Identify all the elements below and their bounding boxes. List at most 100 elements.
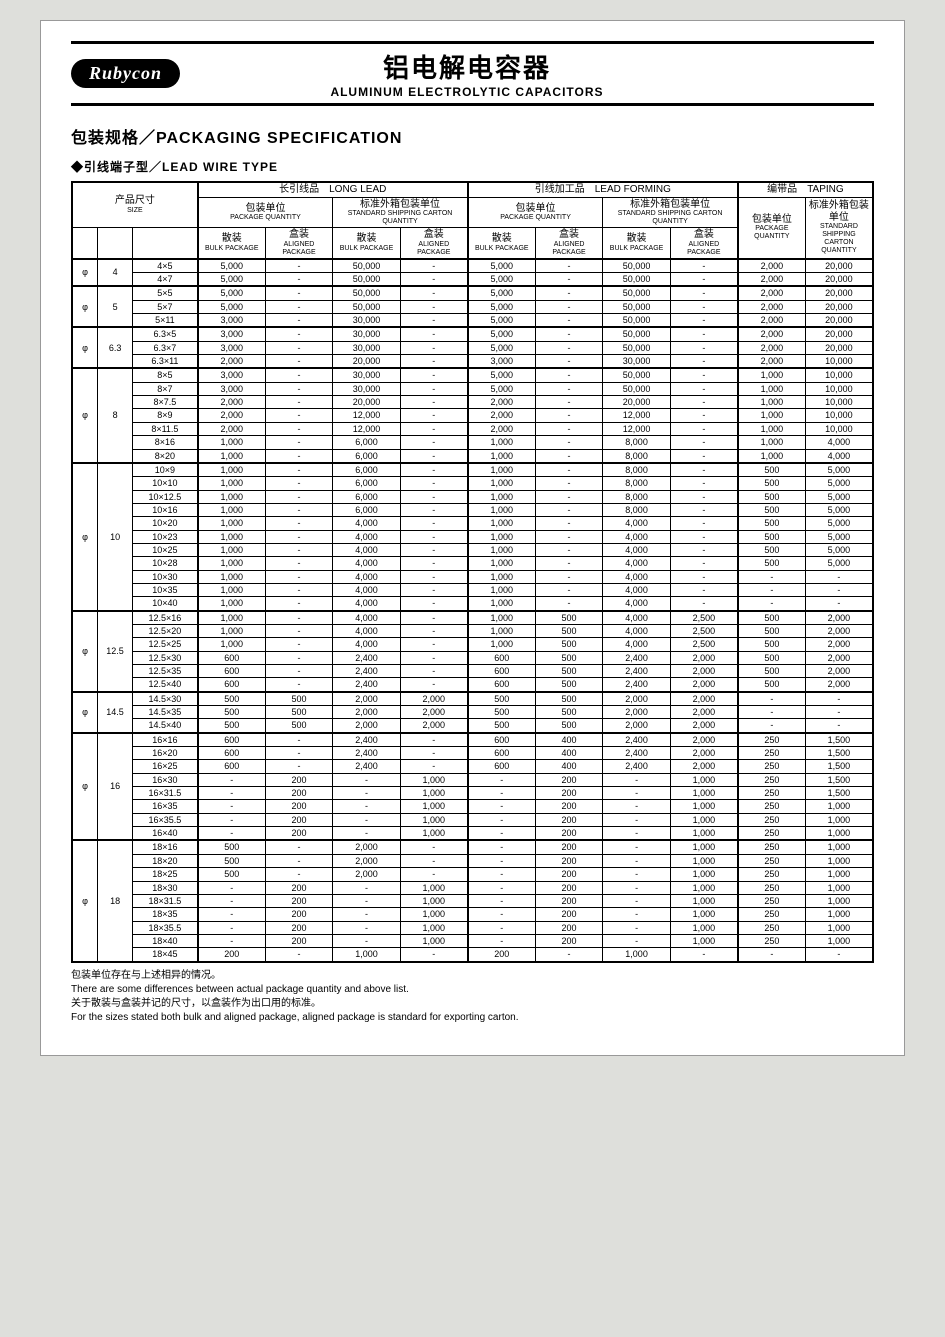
cell-value: - [670, 583, 738, 596]
table-row: 10×101,000-6,000-1,000-8,000-5005,000 [72, 477, 873, 490]
cell-value: - [333, 894, 401, 907]
cell-value: - [535, 314, 603, 328]
cell-phi: φ [72, 368, 98, 462]
cell-phi: φ [72, 327, 98, 368]
cell-size: 10×23 [133, 530, 198, 543]
hdr-align-en-4: ALIGNED PACKAGE [673, 241, 735, 257]
cell-value: - [670, 530, 738, 543]
cell-value: 1,000 [400, 773, 468, 786]
cell-value: - [738, 597, 806, 611]
cell-value: 1,000 [198, 583, 266, 596]
cell-value: - [400, 868, 468, 881]
cell-diameter: 5 [98, 286, 133, 327]
cell-value: 12,000 [603, 422, 671, 435]
cell-value: 500 [738, 678, 806, 692]
hdr-align-cn-1: 盒装 [268, 229, 331, 241]
cell-value: 10,000 [805, 422, 873, 435]
cell-value: - [400, 503, 468, 516]
cell-value: 2,000 [400, 706, 468, 719]
cell-value: - [265, 760, 333, 773]
hdr-leadform-en: LEAD FORMING [595, 184, 671, 195]
cell-value: 500 [738, 490, 806, 503]
cell-value: - [333, 934, 401, 947]
cell-value: 500 [738, 638, 806, 651]
table-row: 18×30-200-1,000-200-1,0002501,000 [72, 881, 873, 894]
sub-title: ◆引线端子型／LEAD WIRE TYPE [71, 158, 874, 175]
cell-size: 6.3×7 [133, 341, 198, 354]
cell-value: 500 [738, 624, 806, 637]
cell-value: - [670, 355, 738, 369]
cell-value: - [333, 813, 401, 826]
cell-value: 1,000 [400, 800, 468, 813]
cell-value: 1,000 [805, 840, 873, 854]
cell-value: - [400, 517, 468, 530]
table-row: 6.3×73,000-30,000-5,000-50,000-2,00020,0… [72, 341, 873, 354]
table-row: 12.5×30600-2,400-6005002,4002,0005002,00… [72, 651, 873, 664]
cell-value: 5,000 [805, 530, 873, 543]
cell-value: - [805, 570, 873, 583]
cell-value: 500 [468, 719, 536, 733]
cell-value: - [400, 463, 468, 477]
cell-value: 2,400 [603, 651, 671, 664]
cell-size: 12.5×20 [133, 624, 198, 637]
cell-value: - [535, 396, 603, 409]
cell-size: 18×35.5 [133, 921, 198, 934]
cell-value: - [468, 894, 536, 907]
cell-value: 4,000 [333, 583, 401, 596]
cell-size: 10×9 [133, 463, 198, 477]
cell-value: - [468, 881, 536, 894]
cell-value: 200 [535, 881, 603, 894]
hdr-bulk-cn-2: 散装 [335, 233, 398, 245]
cell-value: 3,000 [198, 327, 266, 341]
cell-value: - [400, 747, 468, 760]
cell-value: 12,000 [333, 409, 401, 422]
cell-value: 500 [738, 477, 806, 490]
cell-value: 600 [468, 665, 536, 678]
note-line: For the sizes stated both bulk and align… [71, 1011, 874, 1025]
cell-value: - [670, 948, 738, 962]
cell-value: - [805, 692, 873, 706]
cell-size: 10×20 [133, 517, 198, 530]
cell-value: 1,000 [738, 422, 806, 435]
cell-value: 500 [198, 840, 266, 854]
header-bar: Rubycon 铝电解电容器 ALUMINUM ELECTROLYTIC CAP… [71, 41, 874, 106]
cell-value: 2,400 [333, 651, 401, 664]
cell-value: 2,000 [738, 259, 806, 273]
cell-value: - [670, 368, 738, 382]
table-row: 8×73,000-30,000-5,000-50,000-1,00010,000 [72, 382, 873, 395]
cell-value: 500 [198, 854, 266, 867]
cell-value: - [400, 583, 468, 596]
cell-value: 200 [265, 787, 333, 800]
cell-value: - [535, 449, 603, 463]
cell-value: - [670, 436, 738, 449]
cell-value: 1,000 [333, 948, 401, 962]
table-row: φ44×55,000-50,000-5,000-50,000-2,00020,0… [72, 259, 873, 273]
cell-value: 250 [738, 773, 806, 786]
cell-value: 2,400 [603, 665, 671, 678]
cell-value: - [400, 422, 468, 435]
cell-value: - [400, 382, 468, 395]
cell-value: 600 [468, 651, 536, 664]
cell-value: - [670, 477, 738, 490]
cell-value: 1,000 [468, 490, 536, 503]
cell-value: 4,000 [333, 543, 401, 556]
cell-value: 1,000 [670, 787, 738, 800]
cell-value: 1,500 [805, 733, 873, 747]
cell-value: 8,000 [603, 463, 671, 477]
cell-size: 6.3×5 [133, 327, 198, 341]
cell-value: 4,000 [805, 436, 873, 449]
cell-value: 500 [535, 638, 603, 651]
cell-value: - [603, 894, 671, 907]
cell-value: 1,000 [400, 921, 468, 934]
cell-value: 50,000 [603, 273, 671, 287]
cell-value: 4,000 [805, 449, 873, 463]
cell-value: 2,000 [198, 409, 266, 422]
cell-value: 200 [535, 934, 603, 947]
cell-value: - [468, 868, 536, 881]
cell-value: 1,000 [670, 773, 738, 786]
hdr-align-cn-3: 盒装 [538, 229, 601, 241]
cell-value: 2,000 [603, 706, 671, 719]
cell-value: - [670, 517, 738, 530]
table-row: 10×351,000-4,000-1,000-4,000--- [72, 583, 873, 596]
cell-value: 20,000 [805, 300, 873, 313]
